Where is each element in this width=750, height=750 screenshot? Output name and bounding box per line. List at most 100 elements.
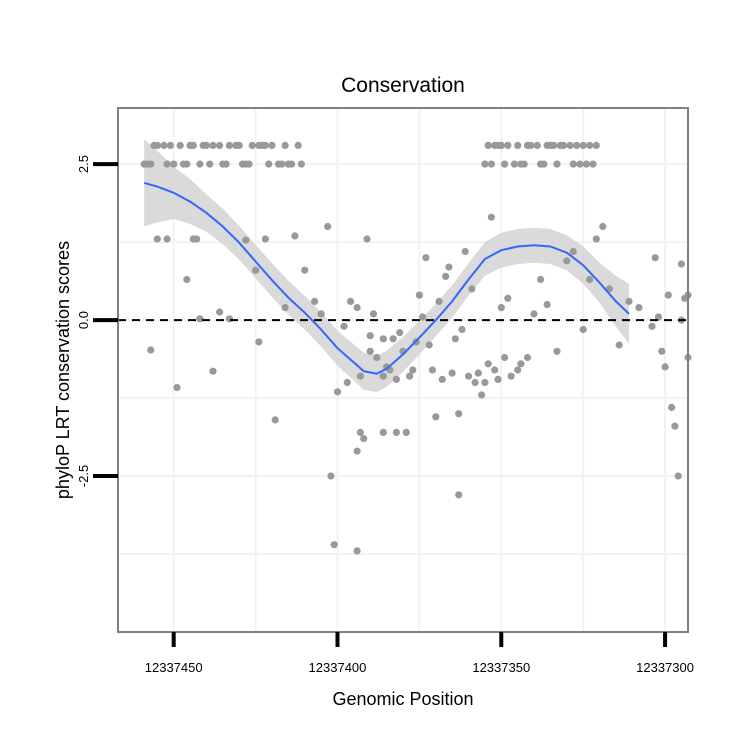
data-point bbox=[252, 266, 260, 274]
data-point bbox=[559, 141, 568, 149]
data-point bbox=[586, 275, 594, 284]
data-point bbox=[193, 235, 201, 243]
data-point bbox=[553, 160, 561, 168]
data-point bbox=[356, 372, 364, 380]
plot-panel-border bbox=[117, 107, 689, 633]
data-point bbox=[183, 275, 191, 284]
data-point bbox=[484, 360, 492, 368]
y-axis: 2.5 0.0 -2.5 bbox=[76, 155, 118, 487]
data-point bbox=[471, 378, 479, 387]
data-point bbox=[327, 472, 335, 480]
data-point bbox=[301, 266, 309, 274]
data-point bbox=[278, 160, 286, 168]
data-point bbox=[579, 325, 587, 334]
data-point bbox=[586, 141, 594, 149]
data-point bbox=[438, 375, 446, 383]
data-point bbox=[428, 366, 437, 374]
data-point bbox=[248, 141, 256, 149]
data-point bbox=[353, 547, 361, 555]
data-point bbox=[396, 329, 404, 337]
data-point bbox=[484, 141, 492, 149]
data-point bbox=[448, 369, 456, 377]
data-point bbox=[173, 383, 181, 392]
data-point bbox=[261, 235, 269, 243]
data-point bbox=[527, 141, 535, 149]
data-point bbox=[458, 325, 466, 334]
data-point bbox=[550, 141, 558, 149]
data-point bbox=[674, 472, 682, 480]
data-point bbox=[435, 297, 443, 305]
data-point bbox=[514, 141, 522, 149]
data-point bbox=[379, 428, 387, 436]
data-point bbox=[366, 332, 374, 340]
data-point bbox=[481, 378, 489, 387]
x-tick-label: 12337350 bbox=[472, 660, 530, 675]
data-point bbox=[540, 160, 548, 168]
data-point bbox=[520, 160, 528, 168]
data-point bbox=[163, 160, 171, 168]
data-point bbox=[281, 304, 289, 312]
data-point bbox=[268, 141, 276, 149]
y-axis-title: phyloP LRT conservation scores bbox=[53, 241, 73, 499]
data-point bbox=[330, 541, 338, 549]
data-point bbox=[216, 141, 224, 149]
data-point bbox=[271, 416, 279, 424]
data-point bbox=[166, 141, 174, 149]
data-point bbox=[261, 141, 269, 149]
data-point bbox=[333, 388, 342, 396]
chart-title: Conservation bbox=[341, 74, 465, 97]
data-point bbox=[497, 141, 505, 149]
data-point bbox=[409, 366, 417, 374]
data-point bbox=[402, 428, 410, 436]
data-point bbox=[202, 141, 210, 149]
data-point bbox=[517, 360, 525, 368]
data-point bbox=[494, 375, 502, 383]
data-point bbox=[566, 141, 574, 149]
data-point bbox=[592, 141, 600, 149]
data-point bbox=[651, 254, 659, 262]
data-point bbox=[255, 338, 263, 346]
data-point bbox=[664, 291, 672, 299]
data-point bbox=[582, 160, 591, 168]
data-point bbox=[160, 141, 168, 149]
data-point bbox=[235, 141, 243, 149]
data-point bbox=[147, 346, 155, 354]
data-point bbox=[422, 254, 430, 262]
data-point bbox=[183, 160, 191, 168]
data-point bbox=[340, 322, 348, 330]
data-point bbox=[501, 160, 509, 168]
data-point bbox=[654, 313, 663, 321]
data-point bbox=[389, 335, 397, 343]
data-point bbox=[406, 372, 414, 380]
data-point bbox=[510, 160, 518, 168]
data-point bbox=[661, 363, 669, 371]
data-point bbox=[573, 141, 581, 149]
x-tick-label: 12337400 bbox=[309, 660, 367, 675]
data-point bbox=[153, 141, 161, 149]
data-point bbox=[537, 275, 545, 284]
data-point bbox=[373, 353, 381, 362]
data-point bbox=[366, 347, 374, 355]
data-point bbox=[379, 372, 387, 380]
data-point bbox=[671, 422, 679, 430]
data-point bbox=[153, 235, 161, 243]
data-point bbox=[294, 141, 302, 149]
data-point bbox=[445, 263, 453, 271]
y-tick-label: 0.0 bbox=[76, 311, 91, 329]
data-point bbox=[589, 160, 597, 168]
data-point bbox=[432, 413, 440, 421]
data-point bbox=[533, 141, 541, 149]
data-point bbox=[222, 160, 230, 168]
data-point bbox=[353, 447, 361, 455]
x-axis-title: Genomic Position bbox=[332, 689, 473, 709]
data-point bbox=[599, 222, 607, 231]
data-point bbox=[189, 141, 197, 149]
data-point bbox=[324, 222, 332, 231]
data-point bbox=[474, 369, 482, 377]
data-point bbox=[478, 391, 486, 399]
data-point bbox=[363, 235, 371, 243]
data-point bbox=[343, 378, 351, 387]
data-point bbox=[455, 491, 463, 499]
data-point bbox=[265, 160, 273, 168]
data-point bbox=[576, 160, 584, 168]
